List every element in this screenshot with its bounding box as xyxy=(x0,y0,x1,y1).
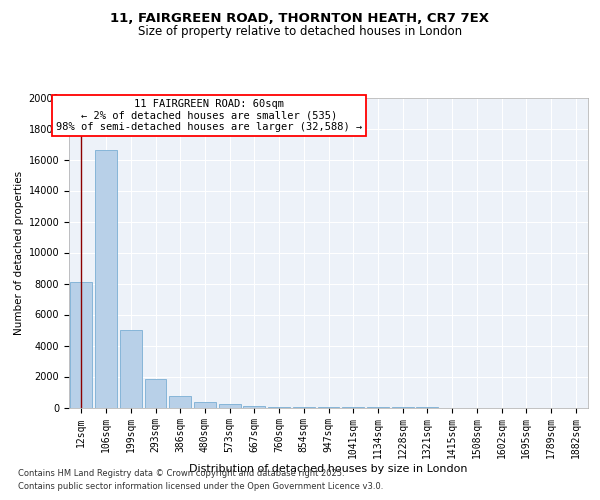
Bar xyxy=(268,407,290,408)
Y-axis label: Number of detached properties: Number of detached properties xyxy=(14,170,25,334)
Text: Contains public sector information licensed under the Open Government Licence v3: Contains public sector information licen… xyxy=(18,482,383,491)
Bar xyxy=(194,402,216,407)
Text: Size of property relative to detached houses in London: Size of property relative to detached ho… xyxy=(138,25,462,38)
Bar xyxy=(244,406,265,407)
Text: Contains HM Land Registry data © Crown copyright and database right 2025.: Contains HM Land Registry data © Crown c… xyxy=(18,468,344,477)
Bar xyxy=(120,330,142,407)
Text: 11 FAIRGREEN ROAD: 60sqm
← 2% of detached houses are smaller (535)
98% of semi-d: 11 FAIRGREEN ROAD: 60sqm ← 2% of detache… xyxy=(56,99,362,132)
Bar xyxy=(219,404,241,407)
Bar xyxy=(145,380,166,407)
Bar xyxy=(70,282,92,408)
Text: 11, FAIRGREEN ROAD, THORNTON HEATH, CR7 7EX: 11, FAIRGREEN ROAD, THORNTON HEATH, CR7 … xyxy=(110,12,490,26)
X-axis label: Distribution of detached houses by size in London: Distribution of detached houses by size … xyxy=(189,464,468,474)
Bar xyxy=(95,150,117,407)
Bar xyxy=(169,396,191,407)
